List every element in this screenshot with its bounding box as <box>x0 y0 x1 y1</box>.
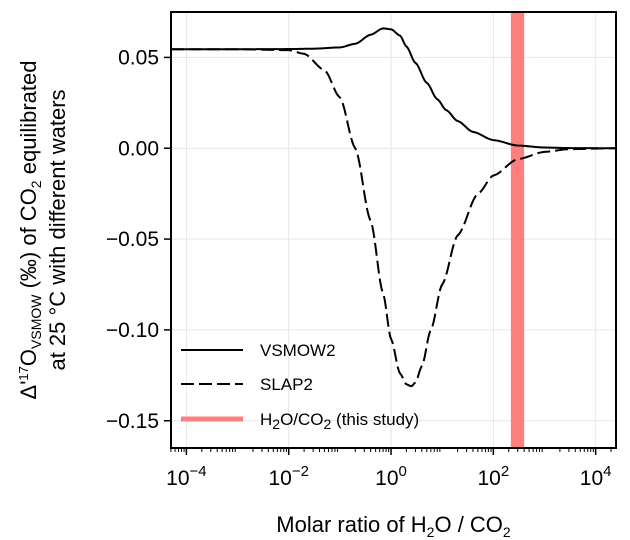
study-band-layer <box>510 12 525 448</box>
y-label-mid: (‰) of CO <box>16 188 41 294</box>
y-label-sup: 17 <box>16 366 31 380</box>
y-tick-label: −0.15 <box>106 410 159 433</box>
x-tick-base: 10 <box>268 467 291 490</box>
x-tick-base: 10 <box>166 467 189 490</box>
x-tick-exponent: 0 <box>399 463 407 480</box>
x-axis-label-pre: Molar ratio of H <box>276 512 426 537</box>
y-label-sub2: 2 <box>28 180 44 188</box>
legend-study-pre: H <box>260 410 272 429</box>
y-axis-label: Δ'17OVSMOW (‰) of CO2 equilibrated at 25… <box>16 61 70 400</box>
x-axis-label: Molar ratio of H2O / CO2 <box>276 512 511 540</box>
y-tick-label: 0.05 <box>118 46 159 69</box>
x-tick-label: 10−4 <box>166 463 206 490</box>
y-tick-labels: 0.05 0.00 −0.05 −0.10 −0.15 <box>106 46 159 432</box>
x-tick-label: 100 <box>375 463 407 490</box>
x-tick-label: 10−2 <box>268 463 308 490</box>
grid <box>171 12 616 448</box>
legend-study-sub2: 2 <box>324 416 332 432</box>
y-axis-label-line2: at 25 °C with different waters <box>45 89 70 370</box>
x-tick-exponent: 2 <box>501 463 509 480</box>
x-axis-label-sub2: 2 <box>503 524 511 540</box>
series-line-slap2 <box>171 48 617 388</box>
x-tick-exponent: −4 <box>190 463 207 480</box>
x-tick-base: 10 <box>477 467 500 490</box>
x-tick-exponent: −2 <box>292 463 309 480</box>
y-label-post: equilibrated <box>16 61 41 181</box>
y-label-o: O <box>16 349 41 366</box>
tick-marks <box>164 56 612 455</box>
y-tick-label: 0.00 <box>118 137 159 160</box>
y-tick-label: −0.05 <box>106 228 159 251</box>
x-tick-exponent: 4 <box>603 463 611 480</box>
plot-frame <box>170 11 617 449</box>
y-label-sub: VSMOW <box>28 294 44 349</box>
y-label-delta: Δ' <box>16 381 41 400</box>
legend-label-vsmow2: VSMOW2 <box>260 341 336 360</box>
legend-study-sub1: 2 <box>272 416 280 432</box>
series-line-vsmow2 <box>171 27 616 150</box>
y-tick-label: −0.10 <box>106 319 159 342</box>
legend-label-slap2: SLAP2 <box>260 375 313 394</box>
x-tick-labels: 10−4 10−2 100 102 104 <box>166 463 611 490</box>
x-axis-label-sub1: 2 <box>427 524 435 540</box>
legend-study-mid: O/CO <box>280 410 323 429</box>
legend-study-post: (this study) <box>331 410 419 429</box>
y-axis-label-line1: Δ'17OVSMOW (‰) of CO2 equilibrated <box>16 61 44 400</box>
series-layer <box>171 27 617 388</box>
x-tick-label: 102 <box>477 463 509 490</box>
x-tick-base: 10 <box>375 467 398 490</box>
x-axis-label-mid: O / CO <box>434 512 502 537</box>
x-tick-base: 10 <box>580 467 603 490</box>
x-tick-label: 104 <box>580 463 612 490</box>
legend: VSMOW2 SLAP2 H2O/CO2 (this study) <box>181 341 419 432</box>
study-band <box>510 12 525 448</box>
legend-label-study: H2O/CO2 (this study) <box>260 410 419 432</box>
